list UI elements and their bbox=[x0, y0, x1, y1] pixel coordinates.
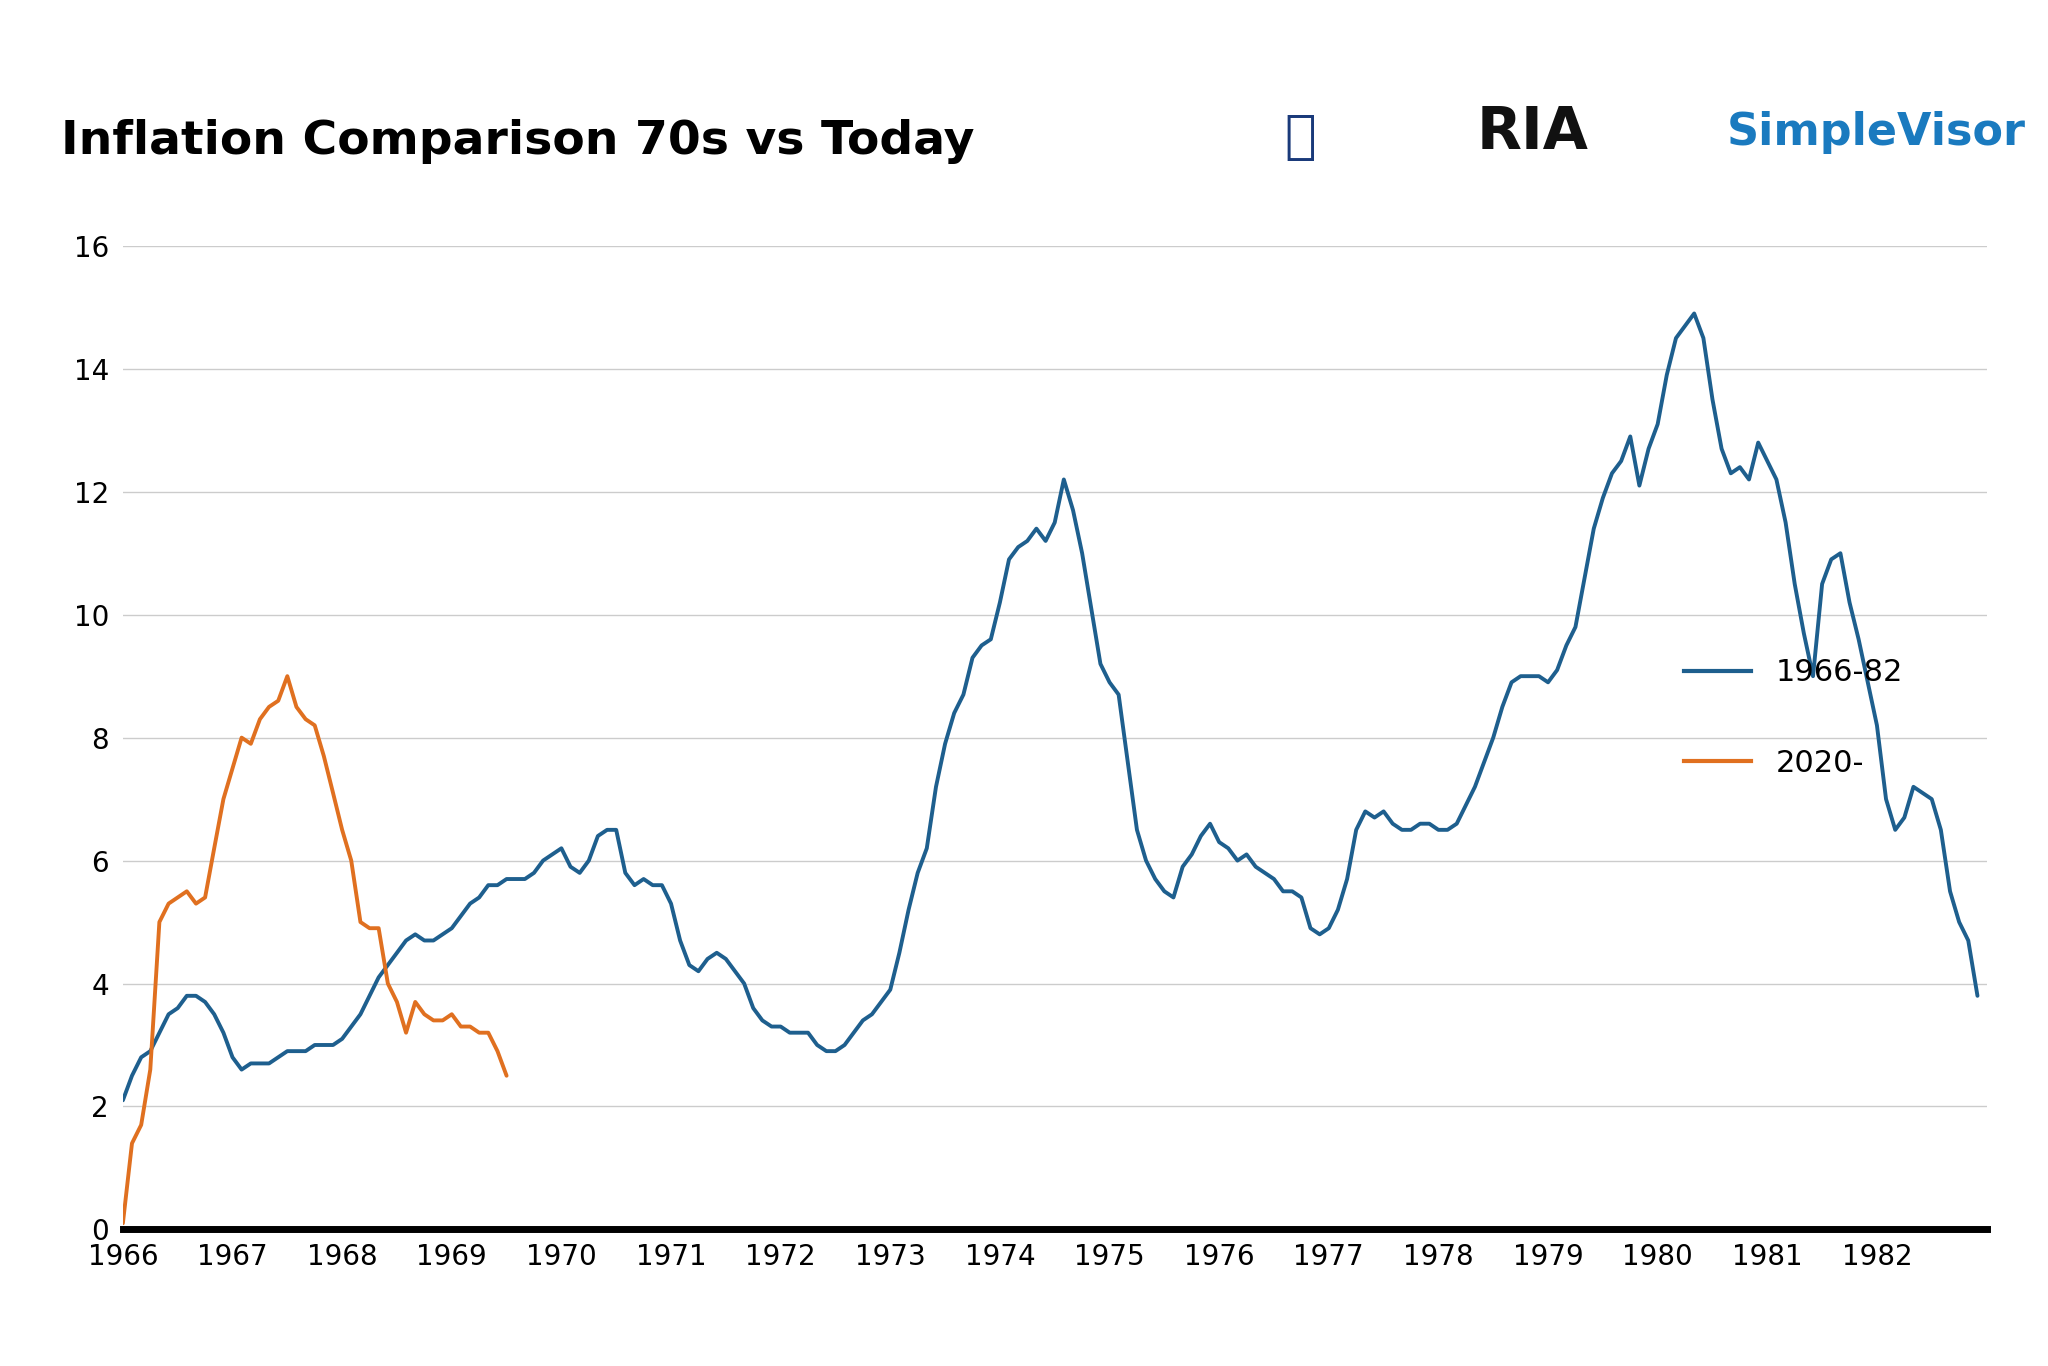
Text: RIA: RIA bbox=[1477, 104, 1587, 161]
Legend: 1966-82, 2020-: 1966-82, 2020- bbox=[1671, 646, 1915, 790]
Text: 🦅: 🦅 bbox=[1284, 111, 1317, 163]
Text: SimpleVisor: SimpleVisor bbox=[1726, 111, 2025, 154]
Text: Inflation Comparison 70s vs Today: Inflation Comparison 70s vs Today bbox=[61, 119, 975, 164]
